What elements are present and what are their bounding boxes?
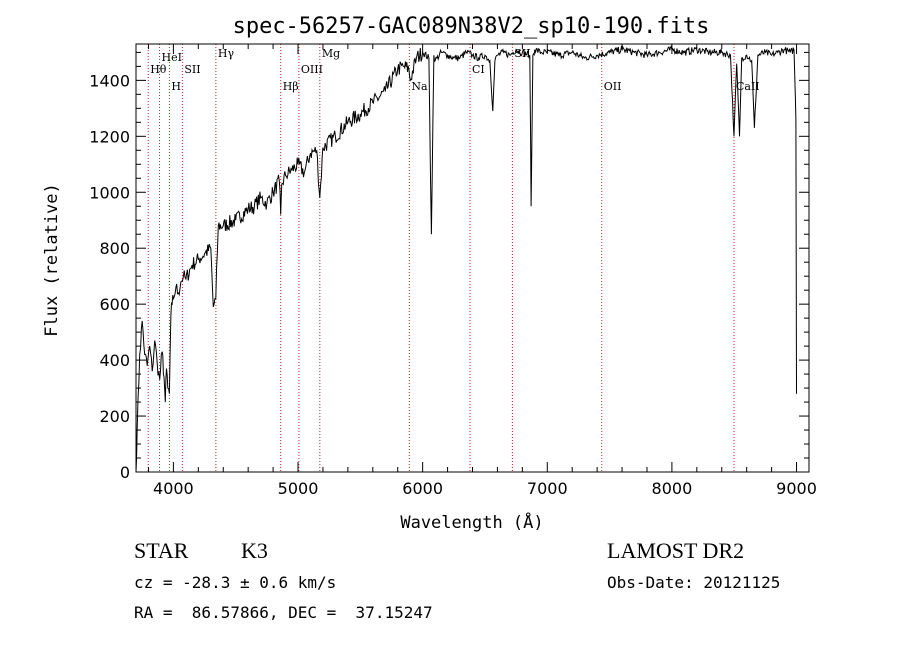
line-marker-label: Hγ [218,47,235,60]
line-marker-label: OIII [301,63,323,76]
line-marker-label: Hβ [283,80,299,93]
line-marker-label: Hθ [150,63,167,76]
object-type: STAR [134,538,189,563]
spectrum-line [135,45,797,473]
x-axis-label: Wavelength (Å) [400,511,543,533]
line-marker-label: Mg [322,47,340,60]
x-tick-label: 5000 [278,479,319,498]
x-tick-label: 6000 [402,479,443,498]
y-tick-label: 600 [99,295,130,314]
chart-title: spec-56257-GAC089N38V2_sp10-190.fits [233,14,710,39]
y-tick-label: 800 [99,239,130,258]
line-marker-label: H [171,80,181,93]
survey-name: LAMOST DR2 [607,538,745,563]
line-marker-label: Na [411,80,428,93]
x-tick-label: 8000 [652,479,693,498]
y-tick-label: 1000 [89,183,130,202]
velocity-readout: cz = -28.3 ± 0.6 km/s [134,573,337,592]
y-tick-label: 0 [120,463,130,482]
y-tick-label: 1400 [89,71,130,90]
y-tick-label: 200 [99,407,130,426]
axis-ticks: 4000 5000 6000 7000 8000 9000 0 200 400 600 800 100… [89,44,817,498]
y-axis-label: Flux (relative) [42,183,62,337]
line-marker-label: HeI [162,51,182,64]
y-tick-label: 400 [99,351,130,370]
x-tick-label: 7000 [527,479,568,498]
x-tick-label: 9000 [776,479,817,498]
line-marker-label: OII [604,80,622,93]
line-marker-label: CI [472,63,485,76]
line-marker-label: SII [184,63,200,76]
coordinates: RA = 86.57866, DEC = 37.15247 [134,603,433,622]
plot-frame [135,43,810,473]
object-subclass: K3 [241,538,268,563]
obs-date: Obs-Date: 20121125 [607,573,781,592]
line-marker-label: CaII [736,80,760,93]
y-tick-label: 1200 [89,127,130,146]
x-tick-label: 4000 [153,479,194,498]
